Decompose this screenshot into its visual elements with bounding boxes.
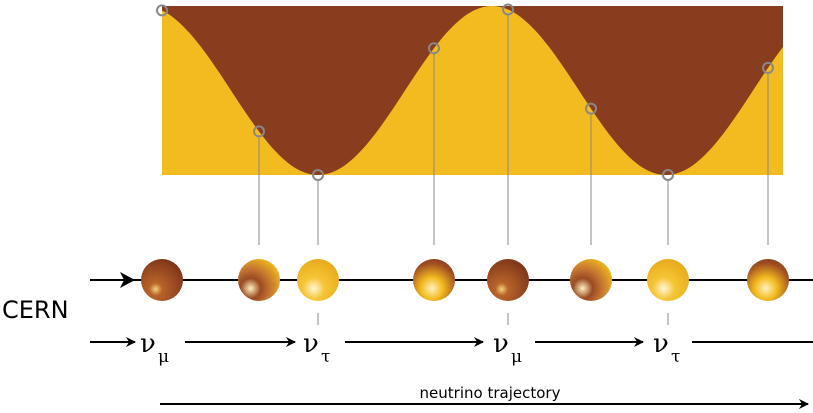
neutrino [487,259,529,301]
neutrino [647,259,689,301]
nu: ν [493,329,509,359]
flavor: μ [158,347,169,367]
neutrino [413,259,455,301]
links [156,3,774,245]
probability-wave [162,6,783,175]
sample-point [428,42,440,55]
trajectory-label: neutrino trajectory [420,384,561,402]
neutrino [570,259,612,301]
nu: ν [303,329,319,359]
nu: ν [653,329,669,359]
sample-point [762,61,774,74]
flavor-labels: ν μ ν τ ν μ ν τ [140,329,680,367]
flavor: τ [671,347,680,367]
sample-point [502,3,514,16]
neutrino [747,259,789,301]
flavor: μ [511,347,522,367]
flavor-ticks [317,313,669,325]
neutrino [141,259,183,301]
sample-point [585,102,597,115]
beam-arrow [120,272,135,288]
neutrinos [141,259,789,301]
source-label: CERN [2,296,69,324]
neutrino [297,259,339,301]
sample-point [662,168,674,181]
sample-point [156,4,168,17]
neutrino [238,259,280,301]
sample-point [253,125,265,138]
flavor: τ [321,347,330,367]
nu: ν [140,329,156,359]
sample-point [312,169,324,181]
